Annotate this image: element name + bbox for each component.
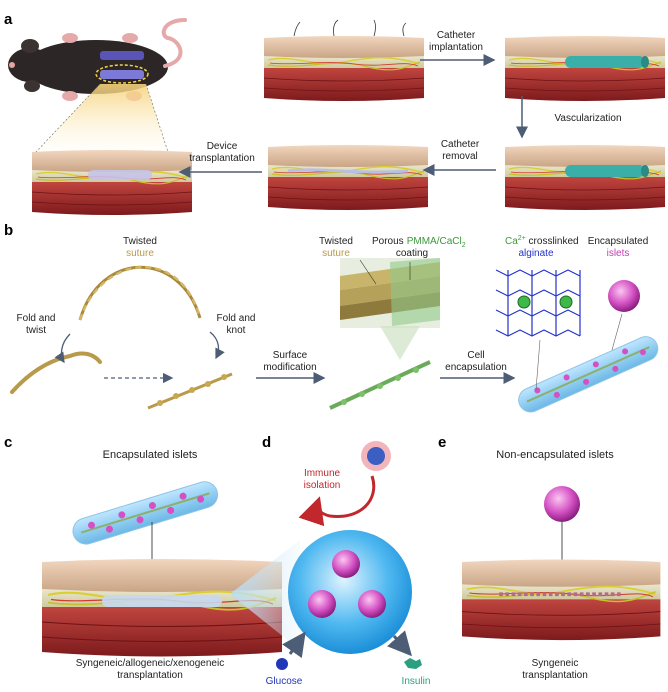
label-fold-knot-2: knot [227, 325, 246, 336]
islet-3 [358, 590, 386, 618]
immune-cell [361, 441, 391, 471]
tissue-block-e [461, 558, 662, 641]
label-pmma: PMMA/CaCl [407, 236, 462, 247]
arrow-fold-knot [209, 331, 225, 360]
immune-isolation-arrow [298, 475, 376, 527]
label-ca-sup: 2+ [518, 235, 526, 242]
tissue-block-vascularized [504, 144, 666, 211]
label-pmma-sub: 2 [462, 242, 466, 249]
label-catheter-implantation-1: Catheter [437, 30, 476, 41]
encapsulated-device-c [72, 481, 219, 545]
label-crosslinked: crosslinked [526, 236, 579, 247]
encapsulated-device-b [518, 336, 659, 413]
label-catheter-removal-2: removal [442, 151, 478, 162]
tissue-block-catheter [504, 35, 666, 102]
arrow-fold-twist [54, 333, 71, 364]
coated-suture-zoom [340, 258, 440, 360]
tissue-block-initial [263, 19, 425, 102]
zoom-beam [230, 540, 300, 650]
label-suture: suture [126, 248, 154, 259]
tissue-block-device [31, 149, 193, 216]
label-immune: Immune [304, 468, 341, 479]
panel-label-b: b [4, 222, 13, 239]
calcium-ion-2 [559, 295, 573, 309]
panel-c-caption-2: transplantation [117, 670, 183, 681]
panel-e-caption-1: Syngeneic [532, 658, 579, 669]
tissue-block-channel [267, 144, 429, 211]
label-cell-1: Cell [467, 350, 484, 361]
alginate-network [495, 269, 581, 337]
glucose-molecule [276, 658, 288, 670]
panel-label-a: a [4, 11, 13, 28]
islet-1 [332, 550, 360, 578]
label-glucose: Glucose [266, 676, 303, 687]
label-surface-2: modification [263, 362, 316, 373]
capsule-sphere [288, 530, 412, 654]
label-encapsulated: Encapsulated [588, 236, 649, 247]
label-fold-twist-1: Fold and [17, 313, 56, 324]
label-fold-knot-1: Fold and [217, 313, 256, 324]
label-catheter-implantation-2: implantation [429, 42, 483, 53]
knotted-suture [147, 372, 233, 410]
glucose-arrow [282, 631, 306, 659]
panel-e-title: Non-encapsulated islets [496, 449, 614, 461]
label-device-transplantation-2: transplantation [189, 153, 255, 164]
coated-suture [329, 360, 431, 410]
calcium-ion-1 [517, 295, 531, 309]
tissue-block-c [40, 557, 284, 658]
plain-suture [10, 351, 102, 394]
label-ca: Ca [505, 236, 518, 247]
label-twisted-2: Twisted [319, 236, 353, 247]
label-islets: islets [607, 248, 630, 259]
panel-label-e: e [438, 434, 446, 451]
panel-e-caption-2: transplantation [522, 670, 588, 681]
label-isolation: isolation [304, 480, 341, 491]
insulin-arrow [387, 630, 412, 657]
label-twisted: Twisted [123, 236, 157, 247]
panel-label-c: c [4, 434, 12, 451]
panel-c-caption-1: Syngeneic/allogeneic/xenogeneic [76, 658, 224, 669]
mouse-illustration [8, 18, 187, 101]
zoom-cone [36, 84, 168, 152]
label-surface-1: Surface [273, 350, 308, 361]
islet-cluster [608, 280, 640, 312]
label-suture-2: suture [322, 248, 350, 259]
islet-2 [308, 590, 336, 618]
label-device-transplantation-1: Device [207, 141, 238, 152]
label-fold-twist-2: twist [26, 325, 46, 336]
label-ca-crosslinked: Ca2+ crosslinked [505, 235, 579, 247]
non-encapsulated-islet [544, 486, 580, 522]
label-alginate: alginate [518, 248, 553, 259]
insulin-molecule [404, 658, 422, 669]
label-porous-coating: Porous PMMA/CaCl2 [372, 236, 466, 249]
label-catheter-removal-1: Catheter [441, 139, 480, 150]
label-insulin: Insulin [402, 676, 431, 687]
label-porous: Porous [372, 236, 404, 247]
panel-label-d: d [262, 434, 271, 451]
label-vascularization: Vascularization [554, 113, 621, 124]
label-coating: coating [396, 248, 428, 259]
label-cell-2: encapsulation [445, 362, 507, 373]
panel-c-title: Encapsulated islets [103, 449, 198, 461]
twisted-suture-arc [78, 265, 202, 321]
